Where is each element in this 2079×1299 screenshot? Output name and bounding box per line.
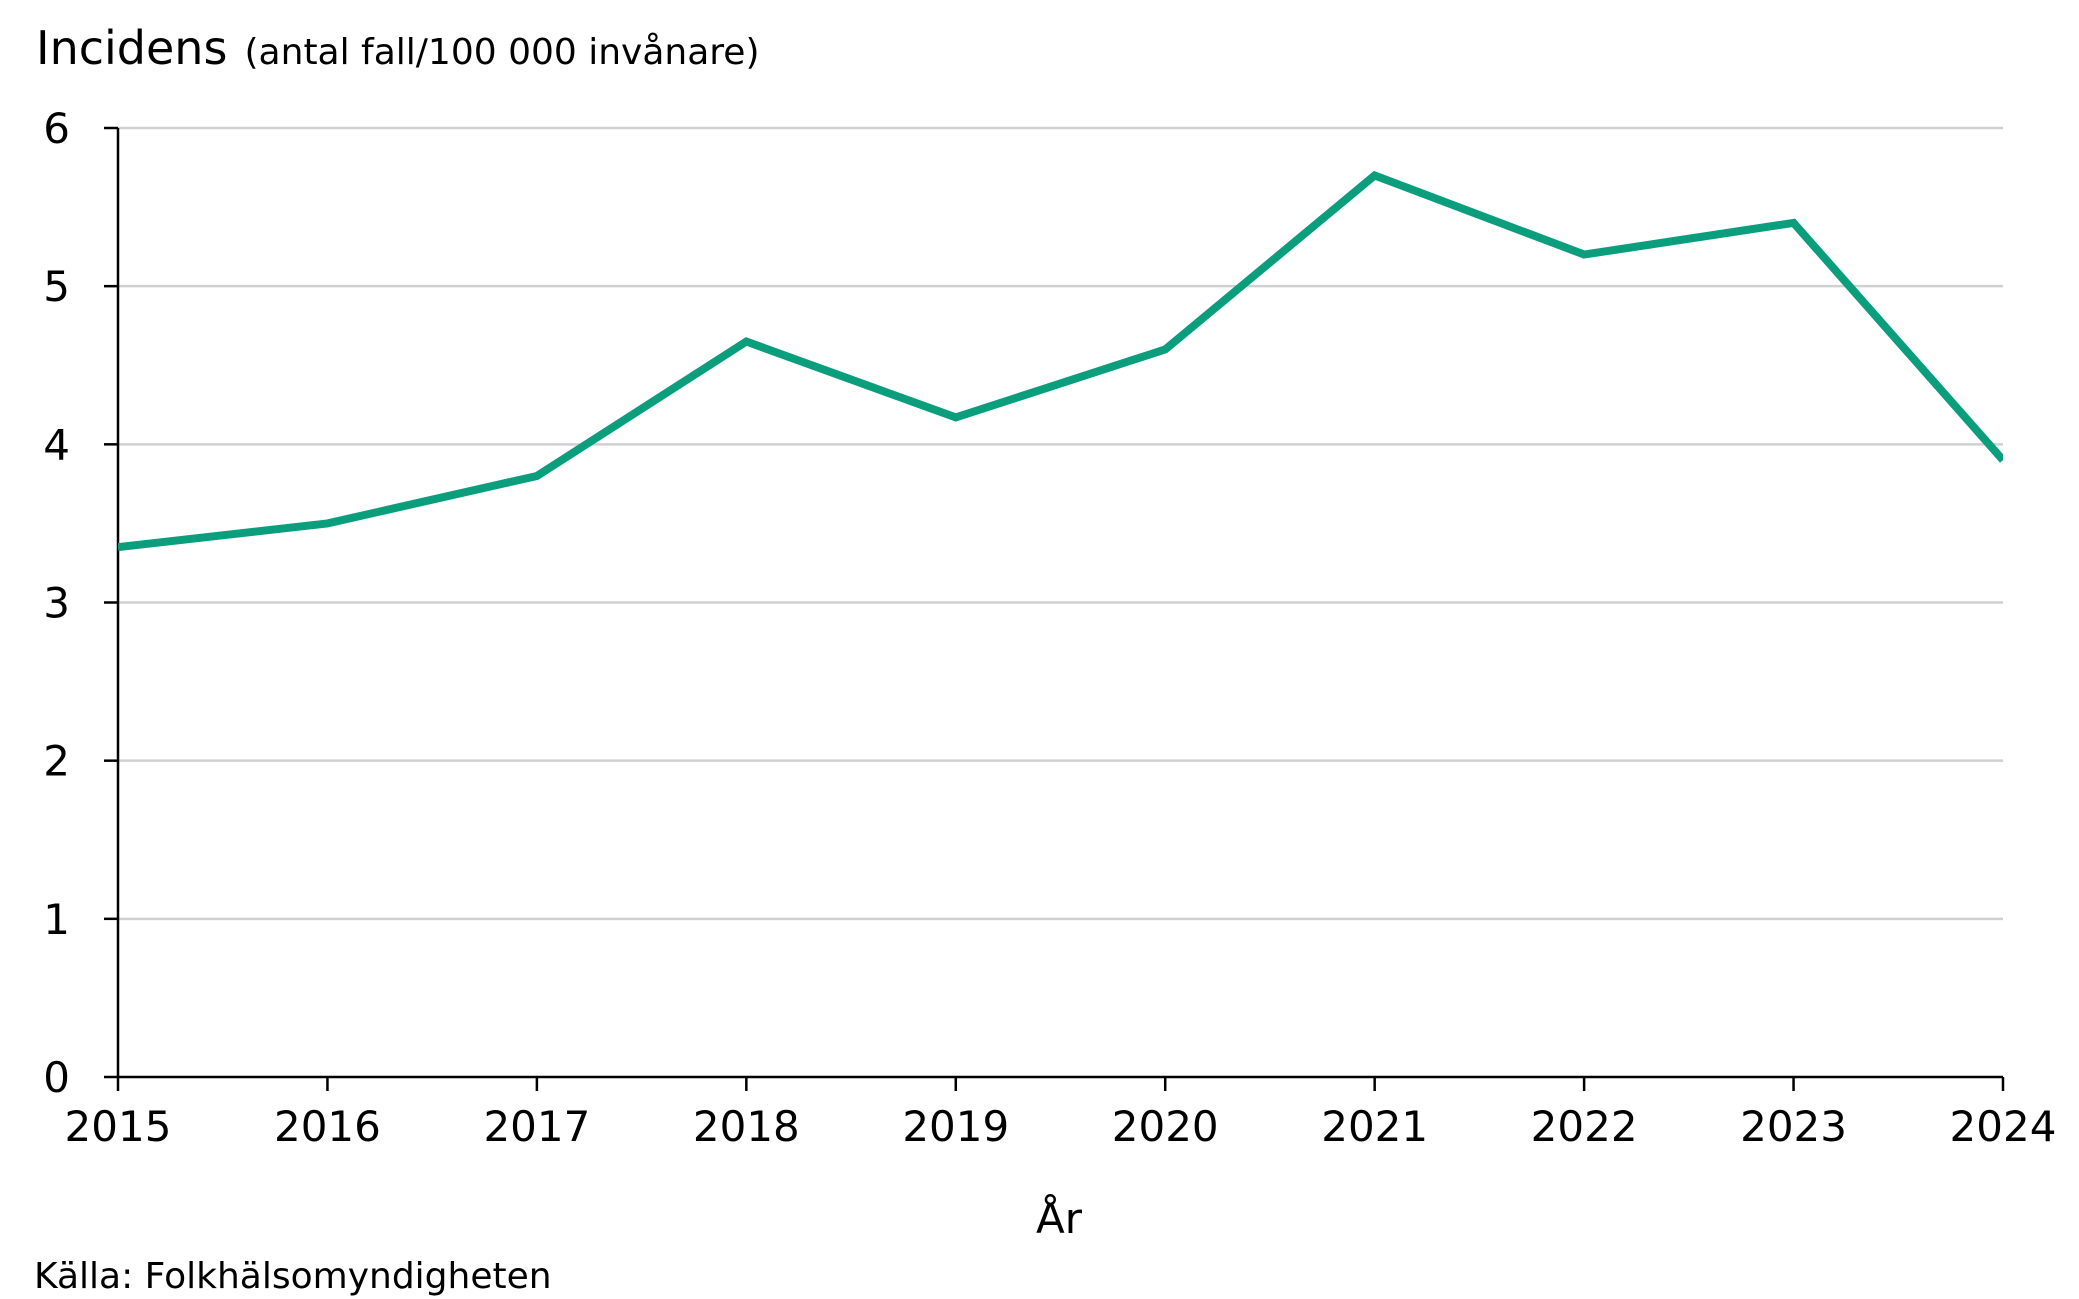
x-tick-label: 2015 — [65, 1102, 172, 1151]
x-tick-label: 2019 — [902, 1102, 1009, 1151]
chart-title: Incidens (antal fall/100 000 invånare) — [36, 21, 760, 75]
y-tick-label: 0 — [43, 1053, 70, 1102]
x-axis-label: År — [1036, 1193, 1083, 1243]
x-tick-label: 2018 — [693, 1102, 800, 1151]
source-note: Källa: Folkhälsomyndigheten — [34, 1256, 552, 1297]
y-tick-label: 1 — [43, 895, 70, 944]
chart-title-sub: (antal fall/100 000 invånare) — [245, 32, 760, 73]
y-tick-label: 5 — [43, 262, 70, 311]
y-tick-label: 6 — [43, 104, 70, 153]
x-tick-label: 2022 — [1531, 1102, 1638, 1151]
series-group — [118, 170, 2003, 552]
y-tick-label: 2 — [43, 737, 70, 786]
y-tick-label: 4 — [43, 420, 70, 469]
y-tick-label: 3 — [43, 579, 70, 628]
x-tick-label: 2024 — [1950, 1102, 2057, 1151]
x-tick-label: 2021 — [1321, 1102, 1428, 1151]
series-line — [118, 170, 2003, 552]
x-tick-label: 2023 — [1740, 1102, 1847, 1151]
chart-title-main: Incidens — [36, 21, 227, 75]
y-axis-ticks: 0 1 2 3 4 5 6 — [43, 104, 118, 1102]
x-tick-label: 2016 — [274, 1102, 381, 1151]
x-tick-label: 2017 — [483, 1102, 590, 1151]
x-tick-label: 2020 — [1112, 1102, 1219, 1151]
x-axis-ticks: 2015 2016 2017 2018 2019 2020 2021 2022 2023 2024 — [65, 1077, 2057, 1151]
gridlines — [118, 126, 2003, 921]
